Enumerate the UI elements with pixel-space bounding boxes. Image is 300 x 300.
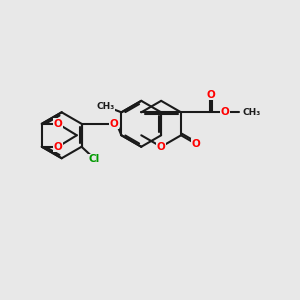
Text: CH₃: CH₃ [242,108,260,117]
Text: Cl: Cl [88,154,100,164]
Text: O: O [191,139,200,149]
Text: O: O [157,142,166,152]
Text: O: O [54,142,62,152]
Text: O: O [220,107,229,117]
Text: CH₃: CH₃ [96,102,115,111]
Text: O: O [109,119,118,129]
Text: O: O [206,90,215,100]
Text: O: O [54,119,62,129]
